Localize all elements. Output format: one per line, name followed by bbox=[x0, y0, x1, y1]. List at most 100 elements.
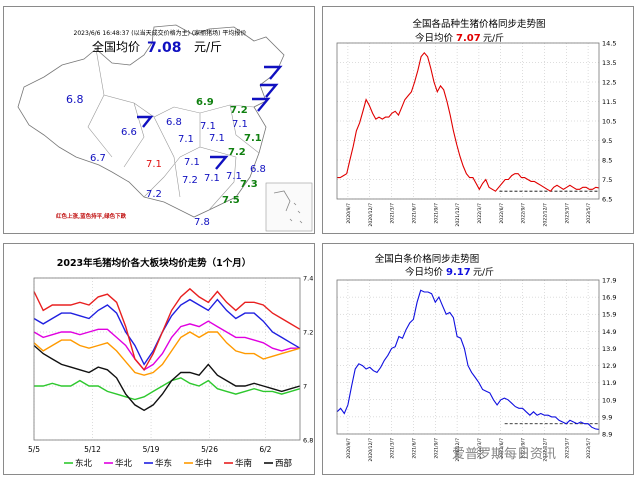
province-price-value: 7.1 bbox=[146, 159, 162, 170]
province-price-value: 6.8 bbox=[166, 117, 182, 128]
series-line bbox=[33, 298, 301, 366]
province-price-value: 7.1 bbox=[178, 134, 194, 145]
x-tick-label: 2020/9/7 bbox=[346, 203, 352, 224]
y-tick-label: 12.9 bbox=[602, 362, 616, 370]
legend-label: 东北 bbox=[75, 458, 93, 469]
hog-grid bbox=[337, 42, 599, 200]
regional-price-chart: 2023年毛猪均价各大板块均价走势（1个月） 7.4 7.2 7 6.8 5/5 5/1… bbox=[28, 257, 313, 469]
regional-chart-title: 2023年毛猪均价各大板块均价走势（1个月） bbox=[57, 257, 252, 269]
x-tick-label: 2022/6/7 bbox=[499, 203, 505, 224]
province-price-value: 7.1 bbox=[209, 133, 225, 144]
series-line bbox=[33, 287, 301, 372]
flat-arrow-icon bbox=[252, 97, 271, 112]
province-price-value: 7.1 bbox=[184, 157, 200, 168]
y-tick-label: 17.9 bbox=[602, 277, 616, 285]
avg-unit: 元/斤 bbox=[194, 40, 222, 54]
y-tick-label: 13.9 bbox=[602, 345, 616, 353]
y-tick-label: 15.9 bbox=[602, 311, 616, 319]
pork-subtitle-value: 9.17 bbox=[446, 267, 471, 278]
x-tick-label: 2022/3/7 bbox=[477, 438, 483, 459]
series-line bbox=[33, 331, 301, 376]
x-tick-label: 5/5 bbox=[28, 445, 40, 454]
regional-price-chart-panel: 2023年毛猪均价各大板块均价走势（1个月） 7.4 7.2 7 6.8 5/5 5/1… bbox=[3, 243, 315, 475]
hog-subtitle-unit: 元/斤 bbox=[483, 33, 504, 44]
y-tick-label: 7.4 bbox=[303, 275, 313, 283]
legend-label: 华南 bbox=[235, 458, 252, 469]
x-tick-label: 2021/9/7 bbox=[433, 438, 439, 459]
x-tick-label: 2023/5/7 bbox=[586, 438, 592, 459]
y-tick-label: 9.5 bbox=[602, 137, 612, 145]
y-tick-label: 13.5 bbox=[602, 59, 616, 67]
hog-subtitle-label: 今日均价 bbox=[415, 32, 454, 44]
province-price-value: 6.9 bbox=[196, 97, 214, 108]
regional-legend: 东北 华北 华东 华中 华南 西部 bbox=[64, 458, 293, 469]
x-tick-label: 2021/9/7 bbox=[433, 203, 439, 224]
hog-plot-frame bbox=[336, 42, 600, 200]
pork-grid bbox=[337, 279, 599, 435]
south-sea-islands bbox=[273, 190, 303, 224]
flat-arrow-icon bbox=[260, 83, 279, 98]
pork-plot-frame bbox=[336, 279, 600, 435]
regional-x-ticks: 5/5 5/12 5/19 5/26 6/2 bbox=[28, 445, 272, 454]
regional-grid bbox=[33, 277, 300, 441]
series-line bbox=[34, 377, 301, 401]
x-tick-label: 6/2 bbox=[259, 445, 271, 454]
regional-y-ticks: 7.4 7.2 7 6.8 bbox=[303, 275, 313, 445]
x-tick-label: 5/26 bbox=[201, 445, 218, 454]
y-tick-label: 16.9 bbox=[602, 294, 616, 302]
map-panel: 2023/6/6 16:48:37 (以当天成交价格为主) (家丽猪场) 平均报… bbox=[3, 6, 315, 234]
y-tick-label: 10.9 bbox=[602, 396, 616, 404]
province-price-value: 7.1 bbox=[232, 119, 248, 130]
y-tick-label: 7.5 bbox=[602, 176, 612, 184]
x-tick-label: 2023/3/7 bbox=[564, 203, 570, 224]
province-price-value: 7.1 bbox=[204, 173, 220, 184]
hog-subtitle-value: 7.07 bbox=[456, 33, 481, 44]
x-tick-label: 2021/12/7 bbox=[455, 438, 461, 462]
province-price-value: 7.8 bbox=[194, 217, 210, 228]
province-price-value: 6.7 bbox=[90, 153, 106, 164]
y-tick-label: 12.5 bbox=[602, 79, 616, 87]
map-header: 2023/6/6 16:48:37 (以当天成交价格为主) (家丽猪场) 平均报… bbox=[74, 29, 247, 37]
regional-plot-frame bbox=[33, 277, 301, 441]
province-values: 6.8 6.97.26.66.8 7.1 7.17.1 7.1 7.17.26.77.1 7… bbox=[66, 93, 266, 228]
legend-label: 华东 bbox=[155, 458, 172, 469]
hog-price-chart-panel: 全国各品种生猪价格同步走势图 今日均价 7.07 元/斤 14.5 13.5 12.… bbox=[322, 6, 634, 234]
x-tick-label: 2020/12/7 bbox=[368, 203, 374, 227]
province-price-value: 7.2 bbox=[146, 189, 162, 200]
pork-price-line bbox=[336, 289, 600, 430]
pork-chart-title: 全国白条价格同步走势图 bbox=[375, 253, 480, 265]
x-tick-label: 2021/3/7 bbox=[390, 203, 396, 224]
hog-price-chart: 全国各品种生猪价格同步走势图 今日均价 7.07 元/斤 14.5 13.5 12.… bbox=[336, 18, 616, 227]
avg-label: 全国均价 bbox=[92, 39, 140, 54]
province-price-value: 7.1 bbox=[200, 121, 216, 132]
y-tick-label: 11.5 bbox=[602, 98, 616, 106]
pork-subtitle-unit: 元/斤 bbox=[473, 267, 494, 278]
pork-subtitle-label: 今日均价 bbox=[405, 266, 444, 278]
x-tick-label: 2022/3/7 bbox=[477, 203, 483, 224]
x-tick-label: 2022/12/7 bbox=[542, 438, 548, 462]
hog-chart-title: 全国各品种生猪价格同步走势图 bbox=[412, 18, 545, 30]
x-tick-label: 2022/12/7 bbox=[542, 203, 548, 227]
legend-label: 华中 bbox=[195, 458, 212, 469]
x-tick-label: 5/19 bbox=[143, 445, 160, 454]
series-line bbox=[33, 344, 301, 412]
flat-arrow-icon bbox=[210, 155, 229, 170]
map-outline bbox=[17, 24, 285, 218]
x-tick-label: 2022/9/7 bbox=[521, 203, 527, 224]
flat-arrow-icon bbox=[137, 115, 154, 128]
province-price-value: 6.6 bbox=[121, 127, 137, 138]
x-tick-label: 2021/12/7 bbox=[455, 203, 461, 227]
watermark: 爱普罗斯每日资讯 bbox=[452, 447, 557, 462]
y-tick-label: 14.9 bbox=[602, 328, 616, 336]
province-price-value: 6.8 bbox=[66, 93, 84, 106]
hog-price-line bbox=[337, 51, 600, 192]
series-line bbox=[33, 320, 300, 371]
regional-series-lines bbox=[33, 287, 301, 412]
pork-x-ticks: 2020/9/7 2020/12/7 2021/3/7 2021/6/7 2021/9/… bbox=[346, 438, 592, 462]
province-price-value: 7.2 bbox=[228, 147, 246, 158]
province-price-value: 7.2 bbox=[182, 175, 198, 186]
x-tick-label: 2023/5/7 bbox=[586, 203, 592, 224]
x-tick-label: 2020/9/7 bbox=[346, 438, 352, 459]
province-price-value: 7.1 bbox=[226, 171, 242, 182]
y-tick-label: 6.5 bbox=[602, 196, 612, 204]
